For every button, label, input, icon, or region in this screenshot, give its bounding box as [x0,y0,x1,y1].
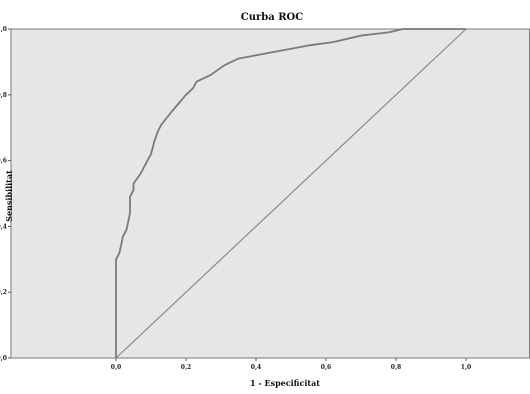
y-tick-label: 0,4 [0,223,7,230]
ticks-layer: 0,0 0,2 0,4 0,6 0,8 1,0 0,0 0,2 0,4 0,6 0,8 1,0 [0,26,471,371]
y-tick-label: 0,0 [0,355,7,362]
roc-curve [115,28,466,358]
reference-line [115,28,467,359]
y-axis-label: Sensibilitat [4,170,14,222]
y-tick-label: 0,8 [0,92,7,99]
roc-curve-layer [115,28,466,358]
x-tick-label: 0,6 [321,364,331,371]
y-tick-label: 0,2 [0,289,7,296]
plot-area [10,28,530,359]
y-tick-label: 1,0 [0,26,7,33]
x-tick-label: 0,4 [251,364,261,371]
x-axis-label: 1 - Especificitat [250,378,320,388]
reference-line-layer [115,28,467,359]
y-tick-label: 0,6 [0,158,7,165]
chart-title: Curba ROC [241,12,303,23]
x-tick-label: 1,0 [461,364,471,371]
x-tick-label: 0,8 [391,364,401,371]
x-tick-label: 0,2 [181,364,191,371]
x-tick-label: 0,0 [111,364,121,371]
